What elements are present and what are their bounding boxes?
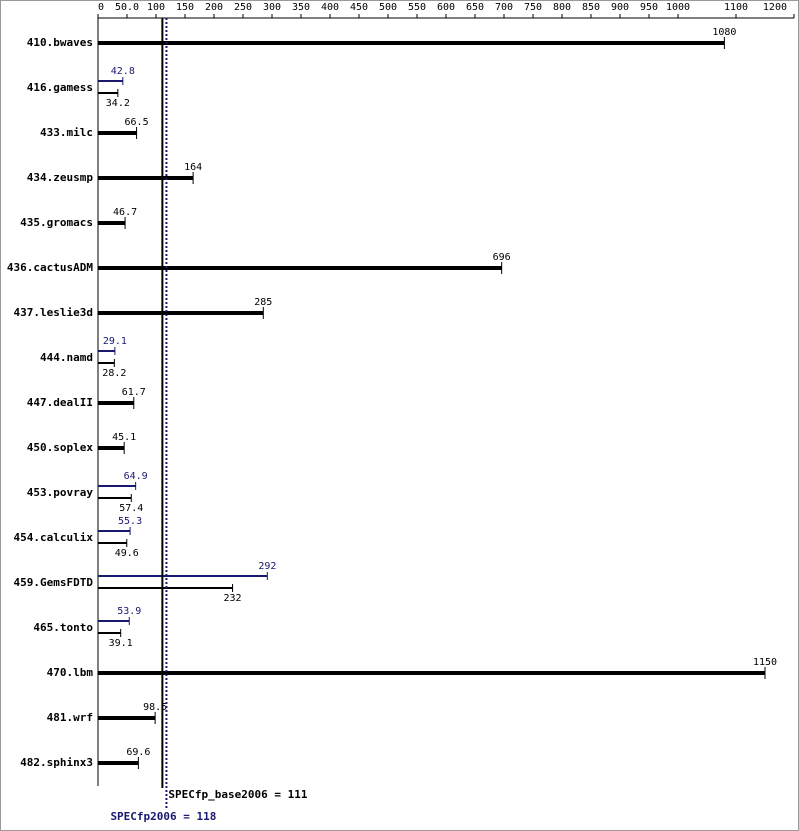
category-label: 433.milc — [40, 126, 93, 139]
base-value-label: 39.1 — [109, 638, 133, 649]
x-tick-label: 1200 — [763, 2, 787, 13]
base-bar — [98, 362, 115, 364]
x-tick-label: 300 — [263, 2, 281, 13]
category-label: 444.namd — [40, 351, 93, 364]
x-tick-label: 250 — [234, 2, 252, 13]
x-tick-label: 950 — [640, 2, 658, 13]
peak-bar — [98, 80, 123, 82]
reference-label: SPECfp2006 = 118 — [110, 810, 216, 823]
x-tick-label: 150 — [176, 2, 194, 13]
bar — [98, 131, 137, 135]
base-bar — [98, 497, 132, 499]
bar — [98, 221, 126, 225]
x-tick-label: 850 — [582, 2, 600, 13]
category-label: 465.tonto — [33, 621, 93, 634]
value-label: 61.7 — [122, 387, 146, 398]
value-label: 1150 — [753, 657, 777, 668]
x-tick-label: 800 — [553, 2, 571, 13]
value-label: 98.5 — [143, 702, 167, 713]
value-label: 1080 — [712, 27, 736, 38]
category-label: 453.povray — [27, 486, 94, 499]
category-label: 436.cactusADM — [7, 261, 93, 274]
x-tick-label: 500 — [379, 2, 397, 13]
reference-label: SPECfp_base2006 = 111 — [168, 788, 307, 801]
x-tick-label: 400 — [321, 2, 339, 13]
x-tick-label: 700 — [495, 2, 513, 13]
base-bar — [98, 92, 118, 94]
base-value-label: 49.6 — [115, 548, 139, 559]
x-tick-label: 750 — [524, 2, 542, 13]
x-tick-label: 650 — [466, 2, 484, 13]
category-label: 481.wrf — [47, 711, 93, 724]
x-tick-label: 50.0 — [115, 2, 139, 13]
category-label: 482.sphinx3 — [20, 756, 93, 769]
bar — [98, 401, 134, 405]
base-bar — [98, 632, 121, 634]
category-label: 410.bwaves — [27, 36, 93, 49]
peak-value-label: 29.1 — [103, 336, 127, 347]
bar — [98, 266, 502, 270]
category-label: 470.lbm — [47, 666, 94, 679]
x-tick-label: 450 — [350, 2, 368, 13]
x-tick-label: 0 — [98, 2, 104, 13]
x-tick-label: 1000 — [666, 2, 690, 13]
base-bar — [98, 587, 233, 589]
bar — [98, 716, 156, 720]
base-value-label: 57.4 — [119, 503, 143, 514]
peak-value-label: 55.3 — [118, 516, 142, 527]
bar — [98, 761, 139, 765]
peak-value-label: 292 — [258, 561, 276, 572]
peak-value-label: 42.8 — [111, 66, 135, 77]
category-label: 437.leslie3d — [14, 306, 93, 319]
bar — [98, 671, 765, 675]
x-tick-label: 100 — [147, 2, 165, 13]
x-tick-label: 1100 — [724, 2, 748, 13]
x-tick-label: 350 — [292, 2, 310, 13]
category-label: 454.calculix — [14, 531, 94, 544]
value-label: 45.1 — [112, 432, 136, 443]
peak-value-label: 64.9 — [124, 471, 148, 482]
peak-bar — [98, 575, 268, 577]
bar — [98, 446, 125, 450]
value-label: 285 — [254, 297, 272, 308]
peak-bar — [98, 620, 130, 622]
category-label: 434.zeusmp — [27, 171, 94, 184]
x-tick-label: 550 — [408, 2, 426, 13]
peak-bar — [98, 350, 115, 352]
x-tick-label: 600 — [437, 2, 455, 13]
base-value-label: 34.2 — [106, 98, 130, 109]
peak-bar — [98, 530, 131, 532]
base-bar — [98, 542, 127, 544]
peak-bar — [98, 485, 136, 487]
value-label: 696 — [493, 252, 511, 263]
category-label: 435.gromacs — [20, 216, 93, 229]
value-label: 69.6 — [126, 747, 150, 758]
base-value-label: 28.2 — [102, 368, 126, 379]
category-label: 447.dealII — [27, 396, 93, 409]
bar — [98, 176, 194, 180]
value-label: 66.5 — [125, 117, 149, 128]
category-label: 459.GemsFDTD — [14, 576, 94, 589]
category-label: 450.soplex — [27, 441, 94, 454]
peak-value-label: 53.9 — [117, 606, 141, 617]
bar — [98, 311, 264, 315]
category-label: 416.gamess — [27, 81, 93, 94]
value-label: 164 — [184, 162, 202, 173]
x-tick-label: 900 — [611, 2, 629, 13]
base-value-label: 232 — [224, 593, 242, 604]
value-label: 46.7 — [113, 207, 137, 218]
bar — [98, 41, 725, 45]
x-tick-label: 200 — [205, 2, 223, 13]
